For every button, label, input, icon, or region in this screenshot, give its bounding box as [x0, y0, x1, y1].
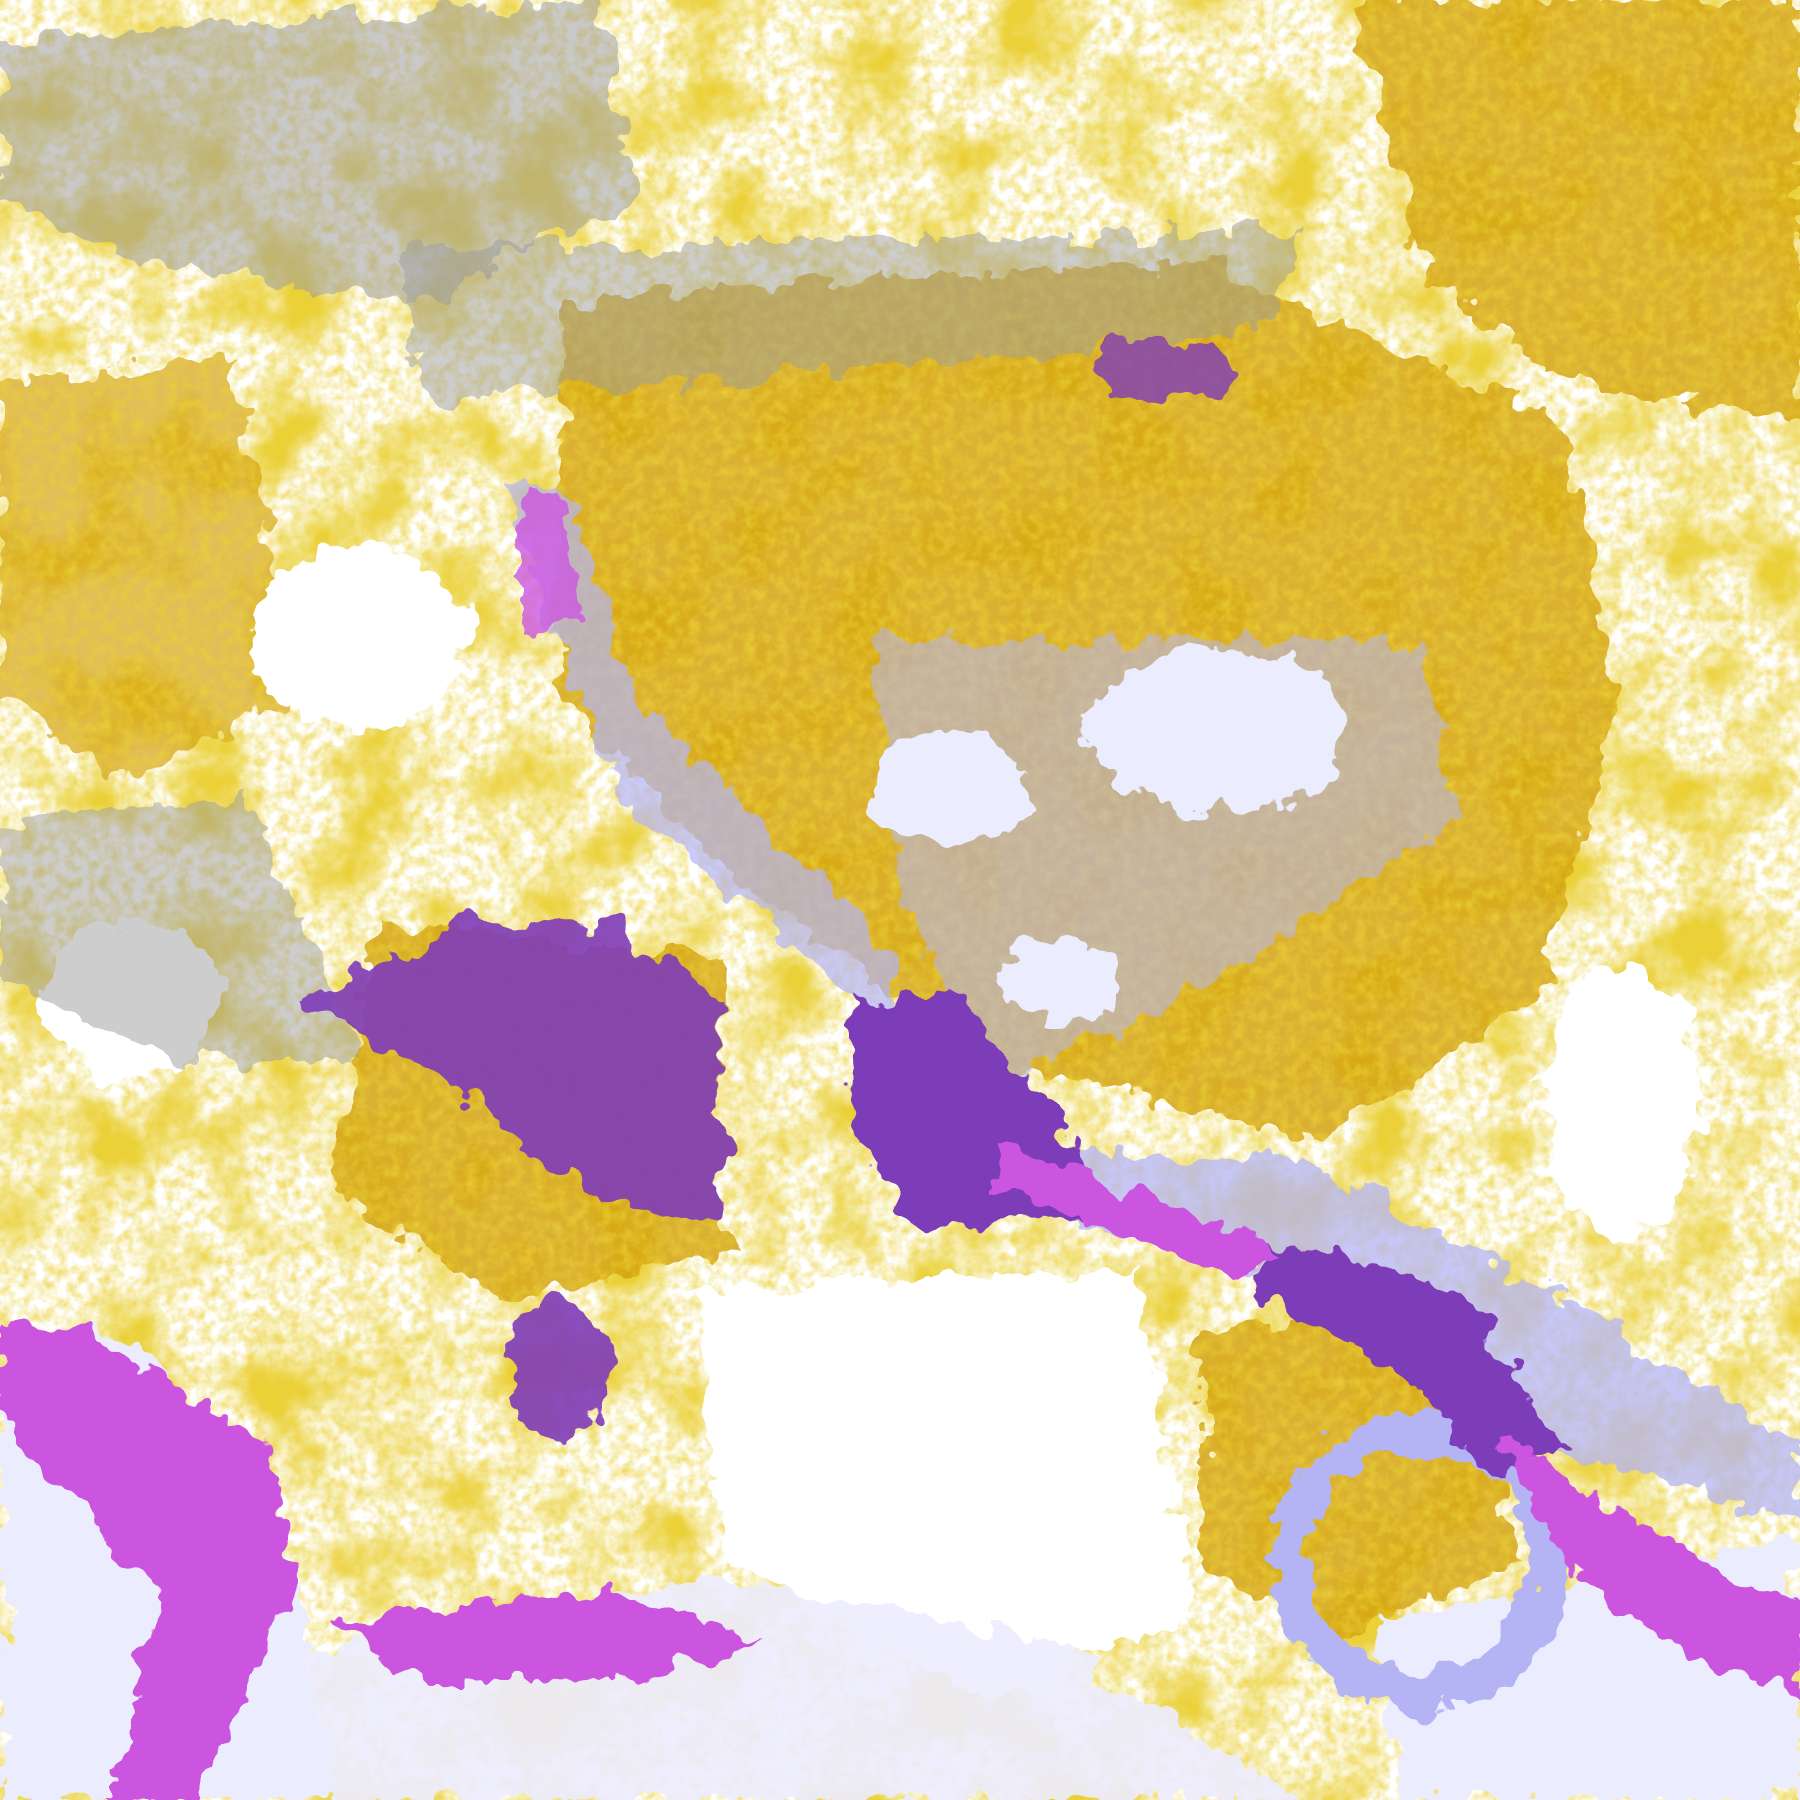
purple-cloud-mass [300, 920, 730, 1230]
grey-cloud-band [0, 0, 640, 300]
grey-cloud-band [400, 230, 1300, 400]
purple-front-band [1260, 1240, 1560, 1480]
magenta-arc-west [520, 480, 580, 640]
grey-cloud-arc [500, 470, 900, 1020]
magenta-front [1000, 1140, 1280, 1280]
convective-cloud-layer [0, 340, 1800, 1800]
magenta-band-south [340, 1590, 760, 1680]
grey-cloud-band-west [0, 800, 360, 1060]
cyclone-swirl [1270, 1410, 1570, 1710]
purple-cloud-patch [510, 1300, 610, 1440]
magenta-band-southeast [1500, 1440, 1800, 1700]
swatch-grey [0, 0, 1, 1]
clear-area [250, 550, 470, 730]
purple-cloud-patch [1090, 340, 1230, 400]
clear-area [700, 1270, 1190, 1700]
lavender-cloud [870, 730, 1030, 850]
clear-area [1540, 960, 1700, 1240]
lavender-cloud [1000, 935, 1120, 1025]
lavender-cloud [1090, 650, 1350, 810]
magenta-band-southwest [0, 1320, 300, 1800]
